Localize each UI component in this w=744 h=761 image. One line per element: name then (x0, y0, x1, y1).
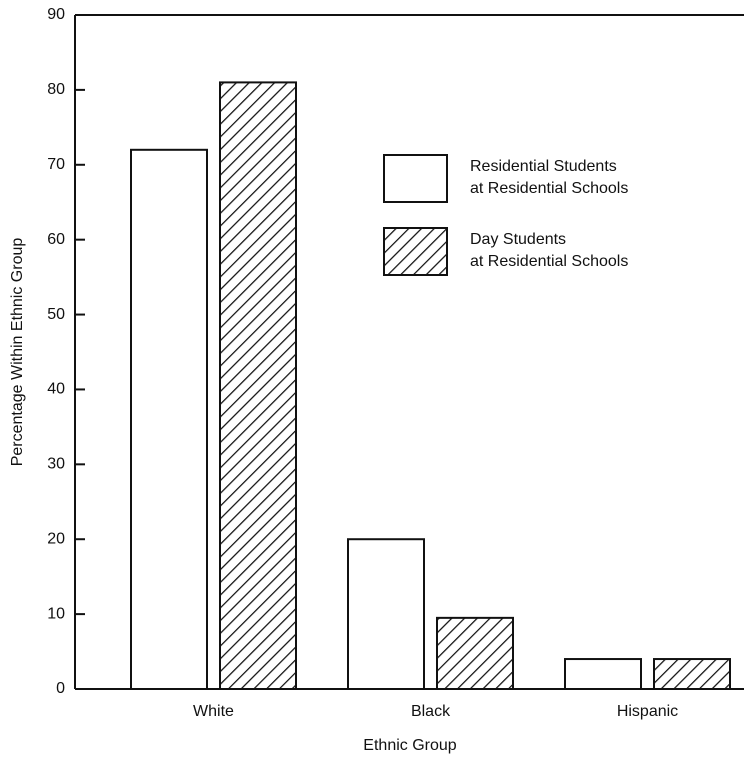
y-tick-label: 50 (47, 306, 65, 323)
legend-line: at Residential Schools (470, 253, 628, 270)
legend-line: at Residential Schools (470, 180, 628, 197)
legend-line: Residential Students (470, 158, 617, 175)
y-tick-label: 40 (47, 381, 65, 398)
y-tick-label: 10 (47, 605, 65, 622)
bar (564, 658, 642, 690)
legend-swatch (383, 227, 448, 276)
x-tick-label: White (193, 703, 234, 720)
x-tick-label: Hispanic (617, 703, 678, 720)
x-axis-title: Ethnic Group (363, 737, 456, 754)
y-axis-title: Percentage Within Ethnic Group (9, 238, 26, 467)
x-tick-label: Black (411, 703, 451, 720)
bar (347, 538, 425, 690)
bar (219, 81, 297, 690)
y-tick-label: 80 (47, 81, 65, 98)
y-tick-label: 30 (47, 456, 65, 473)
bar (653, 658, 731, 690)
y-tick-label: 0 (56, 680, 65, 697)
y-tick-label: 60 (47, 231, 65, 248)
legend-label: Day Students at Residential Schools (470, 231, 628, 270)
y-tick-label: 90 (47, 6, 65, 23)
bar (130, 148, 208, 691)
y-tick-label: 70 (47, 156, 65, 173)
legend-line: Day Students (470, 231, 566, 248)
bar (436, 616, 514, 690)
y-tick-label: 20 (47, 530, 65, 547)
legend-label: Residential Students at Residential Schoo… (470, 158, 628, 197)
legend-swatch (383, 154, 448, 203)
